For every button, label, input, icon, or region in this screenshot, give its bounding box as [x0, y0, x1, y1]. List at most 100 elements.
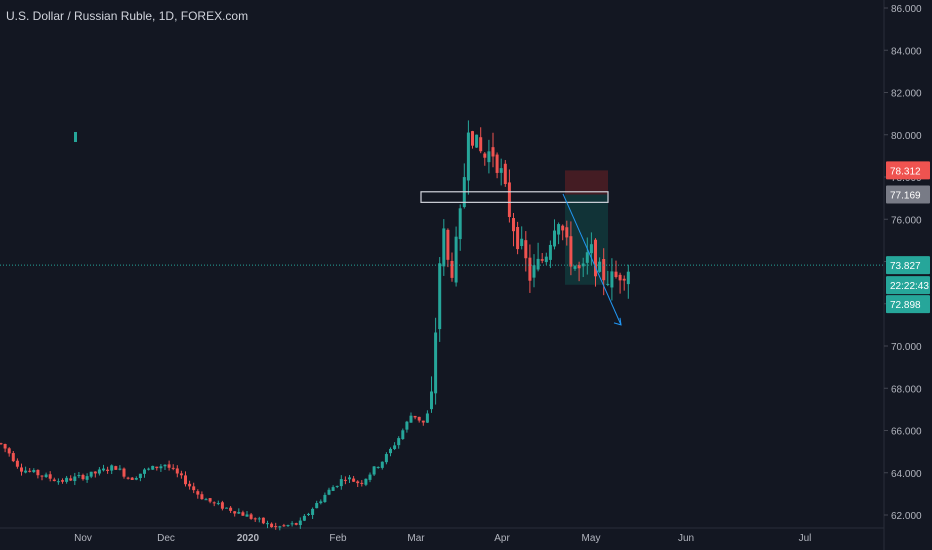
candle-body [311, 508, 315, 515]
candle-body [458, 208, 462, 240]
candle-body [401, 430, 405, 440]
candle-body [196, 491, 200, 495]
price-label-bg [886, 276, 930, 295]
candle-body [200, 494, 204, 500]
x-tick-label: Feb [329, 533, 347, 544]
candle-body [348, 477, 351, 480]
candle-body [122, 468, 126, 477]
price-label-bg [886, 161, 930, 180]
candle-body [384, 454, 388, 463]
x-tick-label: Mar [407, 533, 425, 544]
x-tick-label: 2020 [237, 533, 260, 544]
y-tick-label: 68.000 [891, 384, 922, 395]
price-label-bg [886, 295, 930, 314]
candle-body [261, 517, 265, 524]
candle-body [282, 525, 286, 527]
candle-body [372, 466, 376, 475]
candle-body [253, 518, 257, 520]
y-tick-label: 76.000 [891, 215, 922, 226]
candle-body [421, 420, 425, 423]
candle-body [65, 477, 69, 482]
candle-body [3, 443, 7, 449]
candle-body [212, 502, 216, 504]
y-tick-label: 70.000 [891, 342, 922, 353]
candle-body [516, 227, 520, 250]
y-tick-label: 62.000 [891, 511, 922, 522]
candle-body [487, 151, 491, 163]
y-tick-label: 86.000 [891, 4, 922, 15]
candle-body [528, 257, 532, 281]
candle-body [368, 474, 372, 480]
y-tick-label: 66.000 [891, 427, 922, 438]
price-label: 22:22:43 [890, 281, 929, 292]
candle-body [110, 465, 114, 471]
candle-body [450, 260, 454, 278]
candle-body [598, 261, 602, 272]
price-label: 78.312 [890, 166, 921, 177]
candle-body [298, 520, 302, 526]
candle-body [241, 512, 245, 516]
candle-body [524, 240, 528, 259]
candle-body [126, 477, 130, 479]
candle-body [397, 438, 401, 446]
candle-body [237, 512, 241, 514]
candle-body [93, 471, 97, 474]
x-tick-label: Apr [494, 533, 510, 544]
candle-body [442, 228, 446, 267]
candle-body [32, 470, 36, 473]
candle-body [143, 469, 146, 474]
candle-body [249, 514, 253, 519]
x-tick-label: May [582, 533, 601, 544]
candle-body [356, 481, 360, 484]
candle-body [536, 258, 540, 270]
candle-body [138, 473, 142, 479]
candle-body [610, 271, 614, 288]
candle-body [352, 478, 356, 482]
candle-body [130, 477, 134, 480]
candle-body [147, 468, 151, 470]
candle-body [44, 474, 48, 477]
candle-body [220, 502, 224, 509]
candle-body [425, 413, 429, 423]
candle-body [184, 475, 187, 485]
candle-body [389, 448, 392, 454]
candle-body [294, 523, 298, 525]
candle-body [286, 525, 290, 527]
candle-body [413, 415, 417, 418]
candle-body [208, 498, 212, 502]
candle-body [52, 479, 56, 482]
candle-body [430, 391, 433, 410]
candle-body [548, 244, 552, 260]
candle-body [40, 475, 44, 477]
stop-loss-zone [565, 170, 608, 195]
candle-body [540, 259, 544, 261]
candle-body [376, 466, 380, 468]
price-label: 72.898 [890, 300, 921, 311]
candle-body [11, 453, 15, 462]
candle-body [618, 274, 622, 281]
price-label: 77.169 [890, 191, 921, 202]
candle-body [499, 168, 503, 173]
candle-body [495, 154, 499, 173]
candle-body [491, 147, 495, 157]
candle-body [577, 264, 581, 269]
candle-body [569, 236, 573, 267]
candle-body [274, 526, 278, 528]
candle-body [475, 134, 479, 148]
x-tick-label: Nov [74, 533, 92, 544]
candle-body [85, 476, 89, 480]
candle-body [581, 263, 585, 267]
x-tick-label: Jul [799, 533, 812, 544]
candle-body [24, 470, 28, 473]
candle-body [97, 469, 101, 474]
candle-body [307, 513, 310, 515]
candle-body [507, 182, 511, 217]
candle-body [159, 466, 163, 469]
candle-body [479, 137, 483, 152]
candle-body [48, 474, 52, 479]
candle-body [69, 478, 73, 481]
candle-body [393, 445, 397, 449]
candle-body [315, 503, 319, 509]
